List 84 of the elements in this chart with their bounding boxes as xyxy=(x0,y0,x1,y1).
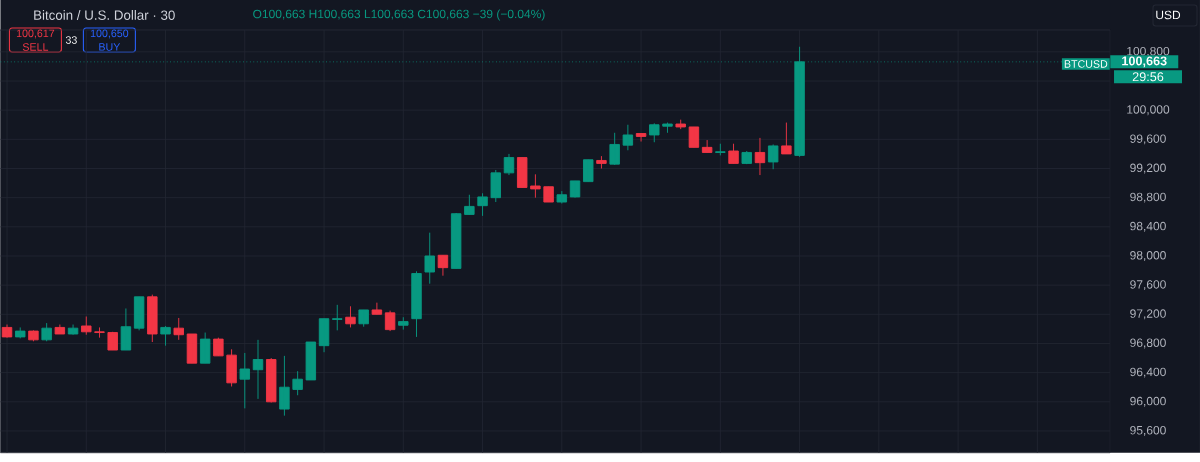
candlestick xyxy=(1,324,13,339)
candlestick xyxy=(54,324,66,335)
candlestick xyxy=(464,194,475,215)
candlestick xyxy=(120,308,132,351)
candlestick xyxy=(94,326,105,339)
candlestick xyxy=(147,294,158,343)
candlestick xyxy=(583,159,594,183)
candlestick xyxy=(358,309,369,328)
y-tick-label: 100,800 xyxy=(1127,46,1170,57)
candlestick xyxy=(345,305,356,328)
candlestick xyxy=(318,318,330,353)
y-tick-label: 100,000 xyxy=(1127,105,1170,116)
candlestick xyxy=(715,143,726,156)
candlestick xyxy=(160,325,171,347)
text: 29:56 xyxy=(1132,72,1164,82)
annotation: 33 xyxy=(65,36,77,44)
candlestick xyxy=(781,122,792,155)
candlestick xyxy=(186,333,198,364)
y-tick-label: 97,200 xyxy=(1130,309,1166,320)
candlestick xyxy=(411,270,422,338)
y-tick-label: 95,600 xyxy=(1130,426,1166,436)
ref-line-label: 100,663 xyxy=(1122,56,1167,68)
candlestick xyxy=(239,352,251,409)
y-tick-label: 98,000 xyxy=(1130,251,1166,261)
chart-title: Bitcoin / U.S. Dollar · 30 xyxy=(34,10,175,20)
candlestick xyxy=(173,317,184,341)
candlestick xyxy=(741,150,752,165)
annotation: BTCUSD xyxy=(1064,60,1108,68)
text: USD xyxy=(1156,10,1181,20)
candlestick xyxy=(424,232,435,285)
candlestick xyxy=(477,192,488,217)
candlestick xyxy=(292,370,303,396)
candlestick xyxy=(371,302,383,315)
candlestick xyxy=(107,331,118,351)
candlestick xyxy=(15,326,26,339)
candlestick xyxy=(688,126,700,148)
candlestick xyxy=(199,332,211,364)
candlestick xyxy=(226,348,237,387)
candlestick xyxy=(398,316,409,331)
annotation: 100,650 xyxy=(90,29,129,39)
candlestick xyxy=(279,355,290,417)
annotation: BUY xyxy=(99,43,121,51)
candlestick xyxy=(28,329,39,342)
candlestick xyxy=(332,304,343,331)
candlestick xyxy=(81,316,92,336)
candlestick xyxy=(213,337,224,357)
candlestick xyxy=(649,122,660,143)
candlestick xyxy=(609,132,620,166)
candlestick xyxy=(516,157,528,188)
candlestick xyxy=(596,155,607,169)
candlestick xyxy=(662,122,673,134)
annotation: 100,617 xyxy=(16,29,55,39)
candlestick xyxy=(701,139,713,153)
candlestick xyxy=(305,341,317,381)
annotation: SELL xyxy=(22,43,49,51)
candlestick xyxy=(133,296,145,331)
y-tick-label: 98,400 xyxy=(1130,221,1166,232)
candlestick xyxy=(490,169,501,203)
candlestick xyxy=(754,137,766,176)
y-tick-label: 99,600 xyxy=(1130,134,1166,145)
candlestick xyxy=(622,124,634,151)
y-tick-label: 97,600 xyxy=(1130,280,1166,291)
candlestick xyxy=(543,186,554,203)
candlestick xyxy=(767,143,779,170)
y-tick-label: 98,800 xyxy=(1130,192,1166,203)
candlestick xyxy=(530,173,541,199)
candlestick xyxy=(252,339,264,400)
y-tick-label: 99,200 xyxy=(1130,163,1166,174)
candlestick xyxy=(265,357,277,403)
candlestick xyxy=(675,119,686,130)
text: O100,663 H100,663 L100,663 C100,663 −39 (−0.04%) xyxy=(253,9,545,21)
candlestick xyxy=(556,190,568,204)
y-tick-label: 96,800 xyxy=(1130,338,1166,349)
candlestick xyxy=(384,310,396,332)
y-tick-label: 96,400 xyxy=(1130,367,1166,378)
candlestick xyxy=(41,322,52,342)
candlestick xyxy=(67,324,79,336)
candlestick xyxy=(503,153,515,176)
y-tick-label: 96,000 xyxy=(1130,396,1166,407)
candlestick xyxy=(450,212,462,269)
candlestick xyxy=(728,143,739,164)
candlestick xyxy=(569,180,581,199)
candlestick xyxy=(437,254,449,277)
candlestick xyxy=(635,133,647,142)
